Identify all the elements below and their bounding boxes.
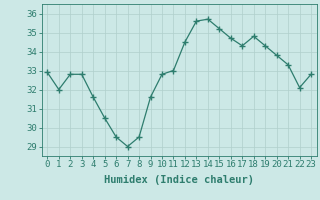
X-axis label: Humidex (Indice chaleur): Humidex (Indice chaleur): [104, 175, 254, 185]
